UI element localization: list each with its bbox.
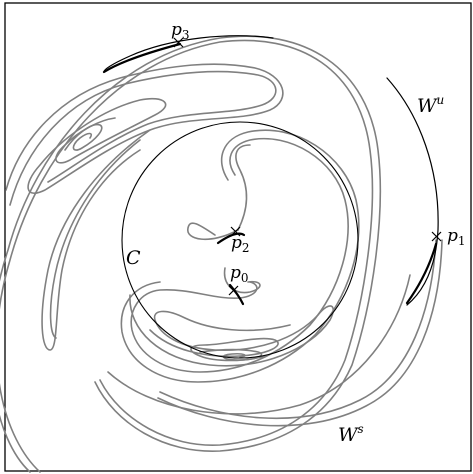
label-p0: p0 (230, 263, 249, 285)
stable-manifold-left-tongue (5, 63, 284, 194)
unstable-manifold-top-branch (103, 35, 274, 73)
label-unstable-manifold: Wu (417, 93, 444, 117)
stable-manifold-p0-tongue (223, 267, 261, 294)
label-p2: p2 (231, 233, 250, 255)
stable-manifold-right-arc-2 (157, 239, 443, 427)
label-stable-manifold: Ws (338, 422, 364, 446)
stable-manifold-right-arc (159, 239, 437, 420)
point-p2-cross (230, 226, 241, 237)
point-p1-cross (431, 231, 442, 242)
unstable-manifold-right-branch (386, 77, 439, 306)
unstable-manifold-top-thick (102, 42, 182, 74)
stable-manifold-inner-stem (235, 144, 251, 231)
stable-manifold-bottom-lobe (129, 294, 334, 367)
point-p0-cross (228, 285, 239, 296)
stable-manifold-spiral-left (64, 123, 103, 151)
stable-manifold-left-tongue-2 (9, 70, 277, 206)
unstable-manifold-right-thick (405, 242, 438, 305)
stable-manifold-outer-arc (0, 39, 374, 473)
stable-manifold-left-lobe (41, 129, 151, 351)
unstable-manifold (102, 35, 439, 306)
label-p1: p1 (447, 226, 466, 248)
point-p3-cross (173, 37, 184, 48)
stable-manifold-spiral-bottom (199, 348, 263, 361)
label-circle-c: C (126, 247, 141, 269)
marked-points (173, 37, 442, 296)
circle-c (121, 121, 359, 359)
stable-manifold (0, 35, 443, 473)
stable-manifold-middle-band (130, 137, 349, 373)
stable-manifold-left-lobe-2 (49, 139, 141, 339)
plot-frame (4, 2, 472, 472)
stable-manifold-outer-arc-2 (0, 35, 382, 473)
stable-manifold-middle-band-2 (120, 129, 360, 383)
stable-manifold-right-inner (107, 274, 411, 415)
label-p3: p3 (171, 20, 190, 42)
stable-manifold-inner-hook (187, 222, 239, 241)
